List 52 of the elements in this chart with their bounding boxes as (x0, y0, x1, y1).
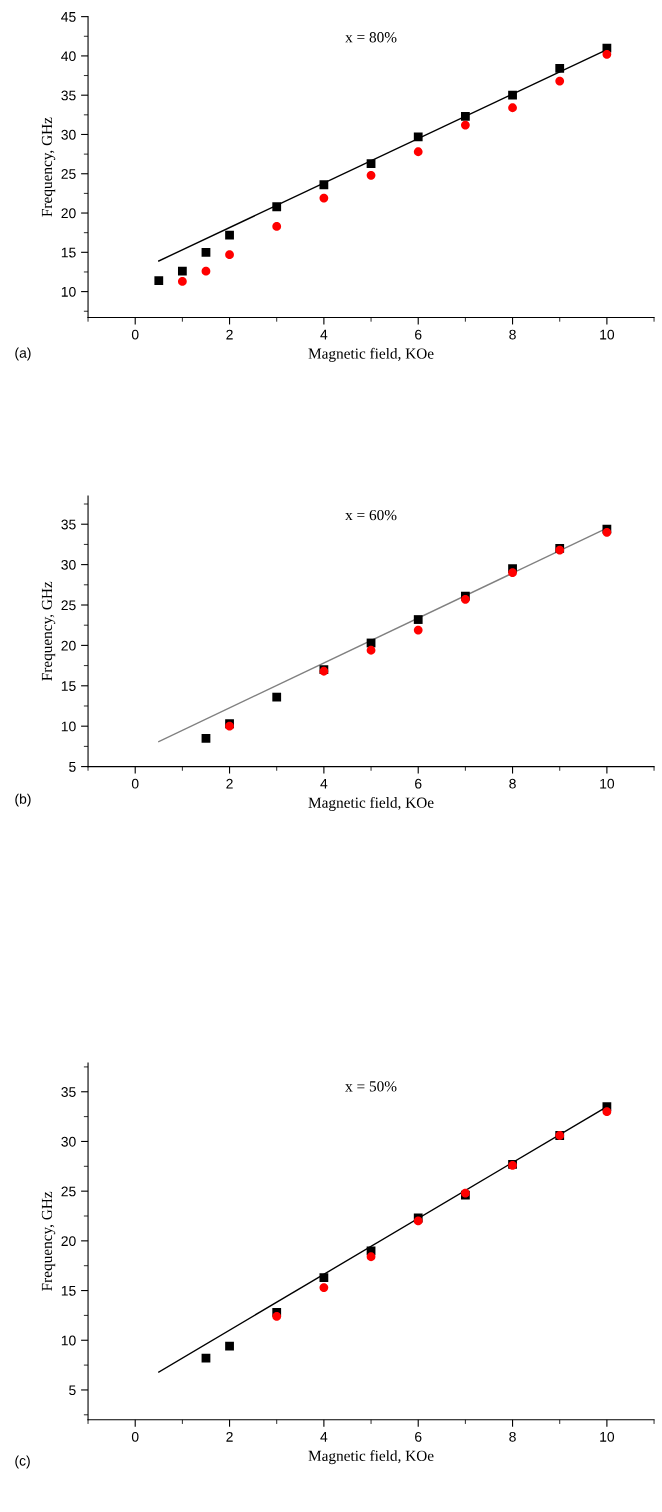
x-tick-label: 0 (131, 1431, 139, 1442)
y-tick-label: 25 (61, 600, 76, 611)
text: x = 80% (345, 32, 397, 43)
y-tick-label: 5 (69, 762, 76, 772)
y-tick-label: 40 (61, 51, 76, 62)
x-tick-label: 10 (600, 1431, 615, 1442)
text: (b) (15, 793, 31, 807)
x-tick-label: 6 (415, 1431, 422, 1442)
x-tick-label: 4 (320, 778, 328, 789)
y-tick-label: 15 (61, 681, 76, 691)
x-axis-title: Magnetic field, KOe (308, 347, 434, 362)
x-tick-label: 8 (509, 1431, 516, 1442)
x-tick-label: 6 (415, 329, 422, 340)
y-tick-label: 30 (61, 1136, 76, 1147)
x-tick-label: 4 (320, 1432, 328, 1442)
x-axis-title: Magnetic field, KOe (308, 796, 434, 811)
x-tick-label: 2 (226, 778, 233, 789)
y-axis-title: Frequency, GHz (41, 117, 56, 217)
y-tick-label: 10 (61, 721, 76, 732)
x-axis-title: Magnetic field, KOe (308, 1450, 434, 1465)
x-tick-label: 10 (600, 329, 615, 340)
y-tick-label: 15 (61, 1286, 76, 1296)
y-tick-label: 25 (61, 169, 76, 179)
x-tick-label: 6 (415, 778, 422, 789)
y-tick-label: 20 (61, 640, 76, 651)
y-tick-label: 10 (61, 286, 76, 297)
y-tick-label: 15 (61, 247, 76, 258)
y-tick-label: 35 (61, 90, 76, 101)
y-tick-label: 20 (61, 208, 76, 219)
y-tick-label: 45 (61, 12, 76, 22)
y-tick-label: 25 (61, 1186, 76, 1197)
text: x = 50% (345, 1081, 397, 1092)
text: x = 60% (345, 509, 397, 521)
y-tick-label: 30 (61, 559, 76, 570)
x-tick-label: 4 (320, 329, 328, 340)
y-axis-title: Frequency, GHz (41, 581, 56, 681)
x-tick-label: 8 (509, 329, 516, 340)
y-tick-label: 10 (61, 1335, 76, 1346)
y-tick-label: 30 (61, 129, 76, 140)
y-tick-label: 35 (61, 1087, 76, 1097)
x-tick-label: 8 (509, 778, 516, 789)
x-tick-label: 0 (131, 778, 139, 789)
y-tick-label: 20 (61, 1236, 76, 1247)
text: (c) (15, 1455, 30, 1469)
y-tick-label: 5 (69, 1385, 76, 1396)
x-tick-label: 10 (600, 778, 615, 789)
x-tick-label: 2 (226, 329, 233, 340)
text: (a) (15, 347, 31, 361)
x-tick-label: 2 (226, 1431, 233, 1442)
y-axis-title: Frequency, GHz (41, 1191, 56, 1291)
y-tick-label: 35 (61, 519, 76, 530)
x-tick-label: 0 (131, 329, 139, 340)
